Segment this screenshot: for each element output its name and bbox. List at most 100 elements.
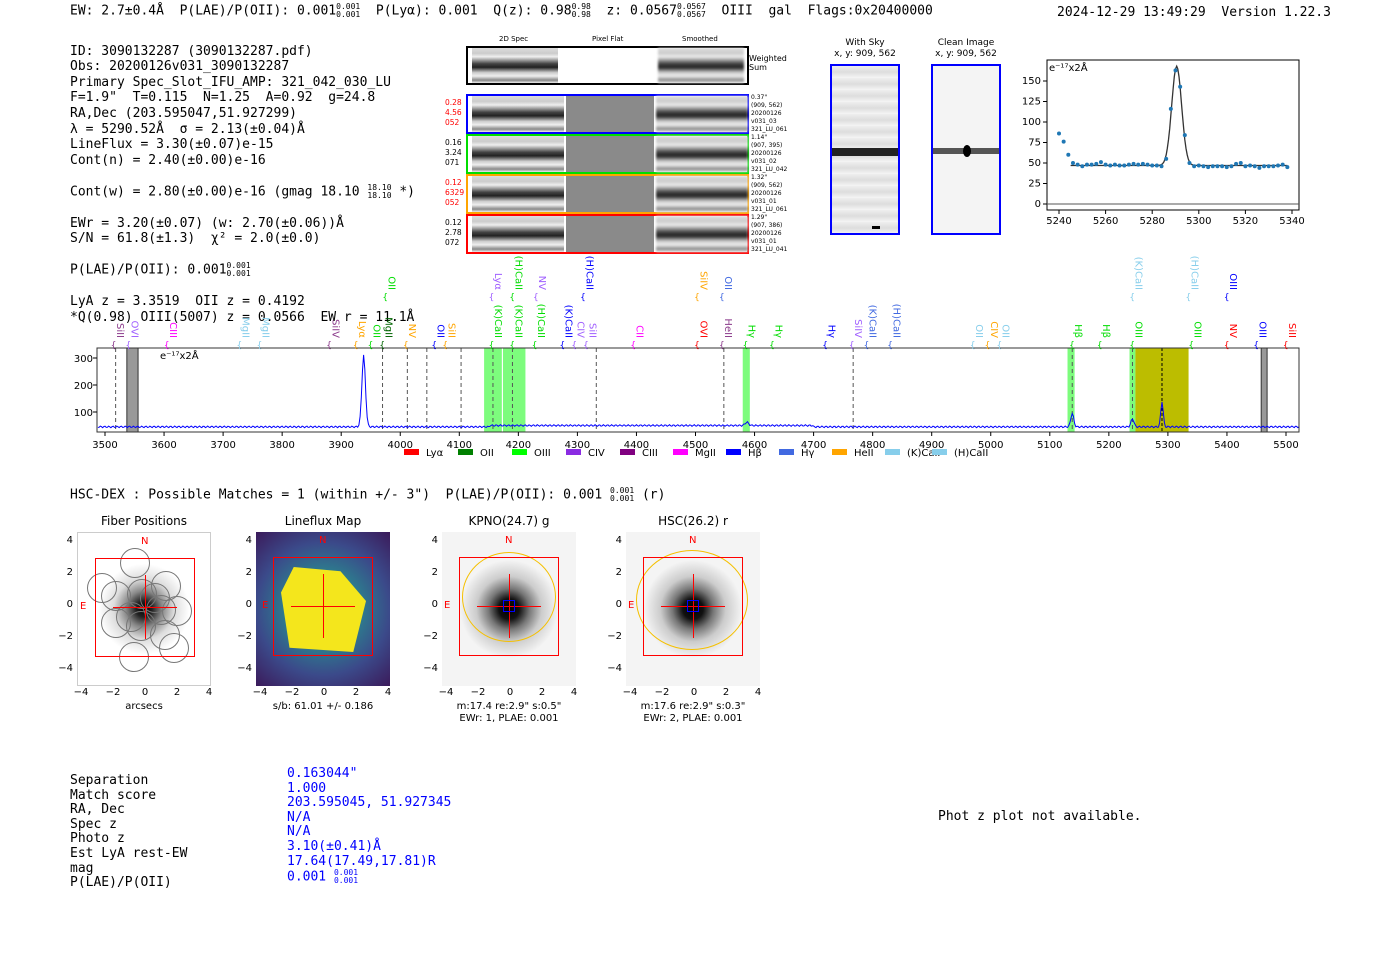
x-tick-label: 3500 (92, 440, 117, 451)
line-id-label: SiII { (1283, 323, 1297, 351)
svg-text:{: { (164, 341, 169, 351)
y-tick-label: −4 (423, 663, 438, 674)
x-tick-label: 4400 (624, 440, 649, 451)
svg-text:{: { (1069, 341, 1074, 351)
data-point (1178, 84, 1183, 89)
line-id-label: Lyα { (489, 273, 503, 303)
data-point (1262, 164, 1267, 169)
svg-text:{: { (126, 341, 131, 351)
line-id-label: (K)CaII { (509, 305, 523, 351)
header-pixel-flat: Pixel Flat (592, 35, 624, 43)
line-id-label: OII { (431, 324, 445, 351)
line-id-label: OIII { (1189, 321, 1203, 351)
y-tick-label: 150 (1022, 76, 1041, 87)
match-value: 0.163044" (287, 766, 358, 781)
search-box (459, 557, 559, 656)
legend-label: MgII (695, 448, 716, 459)
panel-caption: EWr: 1, PLAE: 0.001 (459, 713, 559, 724)
masked-region (126, 347, 139, 433)
legend-swatch (779, 449, 794, 455)
line-id-label: Hγ { (769, 325, 783, 351)
detection-marker (687, 600, 699, 612)
line-id-label: OII { (368, 324, 382, 351)
y-tick-label: 300 (74, 354, 93, 365)
panel-caption: m:17.6 re:2.9" s:0.3" (640, 701, 746, 712)
line-id-label: SiIV { (326, 319, 340, 351)
data-point (1150, 163, 1155, 168)
svg-text:CIII: CIII (167, 322, 178, 338)
svg-text:(K)CaII: (K)CaII (492, 305, 503, 338)
svg-text:{: { (743, 341, 748, 351)
data-point (1266, 164, 1271, 169)
line-window-band (1067, 348, 1075, 432)
x-tick-label: 4 (754, 687, 762, 698)
data-point (1243, 164, 1248, 169)
svg-text:(H)CaII: (H)CaII (890, 304, 901, 338)
data-point (1094, 161, 1099, 166)
info-line: RA,Dec (203.595047,51.927299) (70, 105, 297, 121)
line-window-band (742, 348, 750, 432)
y-tick-label: 75 (1028, 138, 1041, 149)
svg-text:MgII: MgII (383, 317, 394, 338)
svg-text:CIV: CIV (574, 321, 585, 338)
x-tick-label: 0 (320, 687, 328, 698)
photz-message: Phot z plot not available. (938, 809, 1142, 824)
match-label: Separation (70, 773, 149, 788)
line-id-label: SiII { (583, 323, 597, 351)
plot-frame (96, 347, 1300, 433)
fiber-weight-label: 0.16 3.24 071 (445, 138, 462, 167)
line-id-label: OIII { (1129, 321, 1143, 351)
x-tick-label: −4 (252, 687, 268, 698)
header-2d-spec: 2D Spec (499, 35, 529, 43)
line-id-label: MgII { (237, 317, 251, 351)
svg-text:{: { (997, 341, 1002, 351)
data-point (1066, 152, 1071, 157)
y-tick-label: −2 (58, 631, 73, 642)
svg-text:(K)CaII: (K)CaII (512, 305, 523, 338)
svg-text:OII: OII (973, 324, 984, 338)
svg-text:(H)CaII: (H)CaII (583, 256, 594, 290)
weighted-sum-cutout (466, 46, 749, 85)
data-point (1168, 106, 1173, 111)
data-point (1215, 164, 1220, 169)
line-window-band (502, 348, 526, 432)
svg-text:(K)CaII: (K)CaII (563, 305, 574, 338)
z-range: 0.0567 0.0567 (676, 2, 706, 19)
svg-text:OII: OII (722, 276, 733, 290)
svg-text:{: { (849, 341, 854, 351)
line-id-label: (K)CaII { (1129, 257, 1143, 303)
y-tick-label: 2 (615, 567, 622, 578)
svg-text:OIII: OIII (1227, 273, 1238, 290)
data-point (1252, 164, 1257, 169)
line-id-label: MgII { (380, 317, 394, 351)
data-point (1098, 160, 1103, 165)
line-id-label: Lyα { (353, 321, 367, 351)
x-tick-label: 5240 (1046, 216, 1071, 227)
svg-text:{: { (353, 341, 358, 351)
spectrum-line (97, 354, 1300, 429)
line-id-label: NV { (1224, 324, 1238, 351)
line-id-label: HeII { (719, 318, 733, 351)
data-point (1131, 161, 1136, 166)
x-tick-label: 2 (538, 687, 546, 698)
match-value: 17.64(17.49,17.81)R (287, 853, 436, 869)
data-point (1234, 161, 1239, 166)
match-labels: Separation Match score RA, Dec Spec z Photo … (70, 773, 187, 891)
fiber-info-label: 1.29" (907, 386) 20200126 v031_01 321_LU_041 (751, 214, 788, 253)
svg-text:{: { (864, 341, 869, 351)
plya-text: P(Lyα): 0.001 (375, 3, 478, 19)
svg-text:{: { (380, 341, 385, 351)
data-point (1070, 161, 1075, 165)
y-tick-label: 0 (1035, 199, 1041, 210)
y-tick-label: −2 (237, 631, 252, 642)
line-id-label: Hγ { (743, 325, 757, 351)
svg-text:Hγ: Hγ (825, 325, 836, 339)
y-tick-label: 2 (431, 567, 438, 578)
line-id-label: OII { (719, 276, 733, 303)
gaussian-fit-line (1070, 64, 1288, 167)
data-point (1206, 165, 1211, 170)
fiber-cutout-row (466, 94, 749, 134)
x-tick-label: 4900 (919, 440, 944, 451)
